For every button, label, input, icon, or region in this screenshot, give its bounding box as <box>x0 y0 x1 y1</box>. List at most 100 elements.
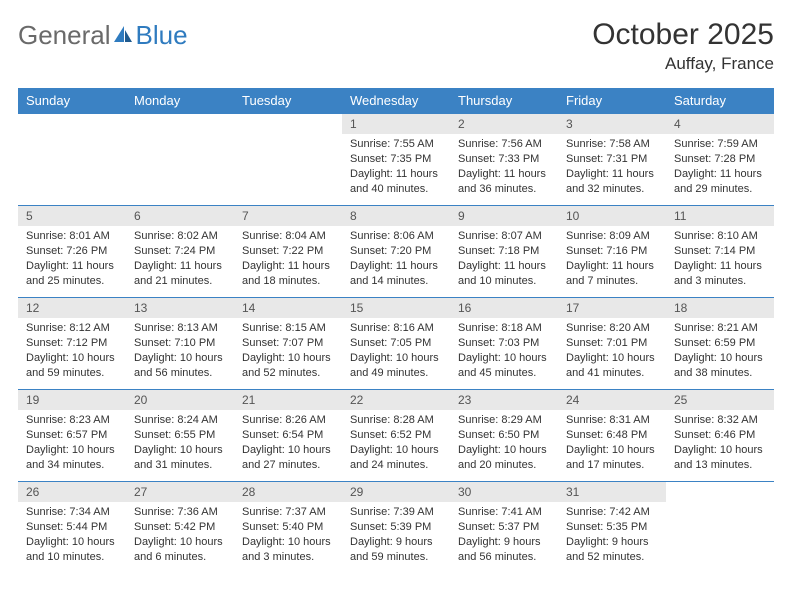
daylight-text: Daylight: 10 hours and 59 minutes. <box>26 351 118 381</box>
sunset-text: Sunset: 7:10 PM <box>134 336 226 351</box>
sunset-text: Sunset: 7:05 PM <box>350 336 442 351</box>
day-details: Sunrise: 8:15 AMSunset: 7:07 PMDaylight:… <box>234 318 342 386</box>
sunrise-text: Sunrise: 8:12 AM <box>26 321 118 336</box>
day-details: Sunrise: 8:26 AMSunset: 6:54 PMDaylight:… <box>234 410 342 478</box>
sunset-text: Sunset: 5:42 PM <box>134 520 226 535</box>
sunset-text: Sunset: 6:54 PM <box>242 428 334 443</box>
day-details: Sunrise: 8:01 AMSunset: 7:26 PMDaylight:… <box>18 226 126 294</box>
sunrise-text: Sunrise: 7:41 AM <box>458 505 550 520</box>
calendar-cell: 13Sunrise: 8:13 AMSunset: 7:10 PMDayligh… <box>126 298 234 390</box>
sunset-text: Sunset: 7:35 PM <box>350 152 442 167</box>
logo-sail-icon <box>112 20 134 51</box>
daylight-text: Daylight: 10 hours and 49 minutes. <box>350 351 442 381</box>
calendar-week-row: 19Sunrise: 8:23 AMSunset: 6:57 PMDayligh… <box>18 390 774 482</box>
sunrise-text: Sunrise: 8:06 AM <box>350 229 442 244</box>
sunset-text: Sunset: 7:24 PM <box>134 244 226 259</box>
sunset-text: Sunset: 7:07 PM <box>242 336 334 351</box>
calendar-cell: 18Sunrise: 8:21 AMSunset: 6:59 PMDayligh… <box>666 298 774 390</box>
weekday-header: Thursday <box>450 88 558 114</box>
sunrise-text: Sunrise: 7:58 AM <box>566 137 658 152</box>
sunrise-text: Sunrise: 8:04 AM <box>242 229 334 244</box>
day-number: 5 <box>18 206 126 226</box>
calendar-cell: 22Sunrise: 8:28 AMSunset: 6:52 PMDayligh… <box>342 390 450 482</box>
day-number: 8 <box>342 206 450 226</box>
sunset-text: Sunset: 7:22 PM <box>242 244 334 259</box>
day-number: 3 <box>558 114 666 134</box>
sunrise-text: Sunrise: 7:42 AM <box>566 505 658 520</box>
weekday-header: Wednesday <box>342 88 450 114</box>
day-number: 30 <box>450 482 558 502</box>
sunset-text: Sunset: 7:20 PM <box>350 244 442 259</box>
day-number: 9 <box>450 206 558 226</box>
calendar-cell: 24Sunrise: 8:31 AMSunset: 6:48 PMDayligh… <box>558 390 666 482</box>
weekday-header-row: SundayMondayTuesdayWednesdayThursdayFrid… <box>18 88 774 114</box>
daylight-text: Daylight: 10 hours and 41 minutes. <box>566 351 658 381</box>
daylight-text: Daylight: 10 hours and 34 minutes. <box>26 443 118 473</box>
sunrise-text: Sunrise: 8:31 AM <box>566 413 658 428</box>
daylight-text: Daylight: 11 hours and 7 minutes. <box>566 259 658 289</box>
daylight-text: Daylight: 10 hours and 3 minutes. <box>242 535 334 565</box>
sunset-text: Sunset: 6:50 PM <box>458 428 550 443</box>
day-details: Sunrise: 8:12 AMSunset: 7:12 PMDaylight:… <box>18 318 126 386</box>
day-number: 28 <box>234 482 342 502</box>
calendar-week-row: 1Sunrise: 7:55 AMSunset: 7:35 PMDaylight… <box>18 114 774 206</box>
day-details: Sunrise: 7:55 AMSunset: 7:35 PMDaylight:… <box>342 134 450 202</box>
calendar-cell: 27Sunrise: 7:36 AMSunset: 5:42 PMDayligh… <box>126 482 234 574</box>
sunset-text: Sunset: 7:01 PM <box>566 336 658 351</box>
weekday-header: Saturday <box>666 88 774 114</box>
weekday-header: Friday <box>558 88 666 114</box>
calendar-cell: 19Sunrise: 8:23 AMSunset: 6:57 PMDayligh… <box>18 390 126 482</box>
day-number: 16 <box>450 298 558 318</box>
daylight-text: Daylight: 11 hours and 40 minutes. <box>350 167 442 197</box>
day-details: Sunrise: 7:58 AMSunset: 7:31 PMDaylight:… <box>558 134 666 202</box>
day-details: Sunrise: 8:02 AMSunset: 7:24 PMDaylight:… <box>126 226 234 294</box>
sunset-text: Sunset: 7:31 PM <box>566 152 658 167</box>
sunset-text: Sunset: 6:57 PM <box>26 428 118 443</box>
daylight-text: Daylight: 11 hours and 32 minutes. <box>566 167 658 197</box>
day-details: Sunrise: 7:42 AMSunset: 5:35 PMDaylight:… <box>558 502 666 570</box>
day-number: 12 <box>18 298 126 318</box>
daylight-text: Daylight: 11 hours and 18 minutes. <box>242 259 334 289</box>
daylight-text: Daylight: 10 hours and 6 minutes. <box>134 535 226 565</box>
sunset-text: Sunset: 7:18 PM <box>458 244 550 259</box>
sunrise-text: Sunrise: 8:01 AM <box>26 229 118 244</box>
day-details: Sunrise: 8:21 AMSunset: 6:59 PMDaylight:… <box>666 318 774 386</box>
sunrise-text: Sunrise: 8:07 AM <box>458 229 550 244</box>
sunrise-text: Sunrise: 7:56 AM <box>458 137 550 152</box>
logo-text-blue: Blue <box>136 20 188 51</box>
day-number: 10 <box>558 206 666 226</box>
calendar-cell: 2Sunrise: 7:56 AMSunset: 7:33 PMDaylight… <box>450 114 558 206</box>
daylight-text: Daylight: 10 hours and 56 minutes. <box>134 351 226 381</box>
sunrise-text: Sunrise: 8:15 AM <box>242 321 334 336</box>
sunrise-text: Sunrise: 7:34 AM <box>26 505 118 520</box>
calendar-cell: 20Sunrise: 8:24 AMSunset: 6:55 PMDayligh… <box>126 390 234 482</box>
calendar-week-row: 12Sunrise: 8:12 AMSunset: 7:12 PMDayligh… <box>18 298 774 390</box>
day-details: Sunrise: 7:56 AMSunset: 7:33 PMDaylight:… <box>450 134 558 202</box>
day-number: 14 <box>234 298 342 318</box>
sunset-text: Sunset: 6:59 PM <box>674 336 766 351</box>
daylight-text: Daylight: 9 hours and 52 minutes. <box>566 535 658 565</box>
sunrise-text: Sunrise: 8:29 AM <box>458 413 550 428</box>
calendar-cell: 25Sunrise: 8:32 AMSunset: 6:46 PMDayligh… <box>666 390 774 482</box>
sunrise-text: Sunrise: 8:16 AM <box>350 321 442 336</box>
calendar-cell: 10Sunrise: 8:09 AMSunset: 7:16 PMDayligh… <box>558 206 666 298</box>
calendar-cell: 31Sunrise: 7:42 AMSunset: 5:35 PMDayligh… <box>558 482 666 574</box>
sunset-text: Sunset: 6:52 PM <box>350 428 442 443</box>
sunrise-text: Sunrise: 8:32 AM <box>674 413 766 428</box>
day-details: Sunrise: 8:31 AMSunset: 6:48 PMDaylight:… <box>558 410 666 478</box>
sunrise-text: Sunrise: 8:13 AM <box>134 321 226 336</box>
calendar-cell: 30Sunrise: 7:41 AMSunset: 5:37 PMDayligh… <box>450 482 558 574</box>
day-number <box>666 482 774 500</box>
day-number <box>18 114 126 132</box>
sunrise-text: Sunrise: 8:28 AM <box>350 413 442 428</box>
day-details: Sunrise: 8:18 AMSunset: 7:03 PMDaylight:… <box>450 318 558 386</box>
daylight-text: Daylight: 11 hours and 10 minutes. <box>458 259 550 289</box>
calendar-cell: 7Sunrise: 8:04 AMSunset: 7:22 PMDaylight… <box>234 206 342 298</box>
daylight-text: Daylight: 10 hours and 27 minutes. <box>242 443 334 473</box>
sunrise-text: Sunrise: 7:59 AM <box>674 137 766 152</box>
sunset-text: Sunset: 6:46 PM <box>674 428 766 443</box>
calendar-cell: 23Sunrise: 8:29 AMSunset: 6:50 PMDayligh… <box>450 390 558 482</box>
header: General Blue October 2025 Auffay, France <box>18 18 774 74</box>
calendar-week-row: 5Sunrise: 8:01 AMSunset: 7:26 PMDaylight… <box>18 206 774 298</box>
daylight-text: Daylight: 10 hours and 20 minutes. <box>458 443 550 473</box>
